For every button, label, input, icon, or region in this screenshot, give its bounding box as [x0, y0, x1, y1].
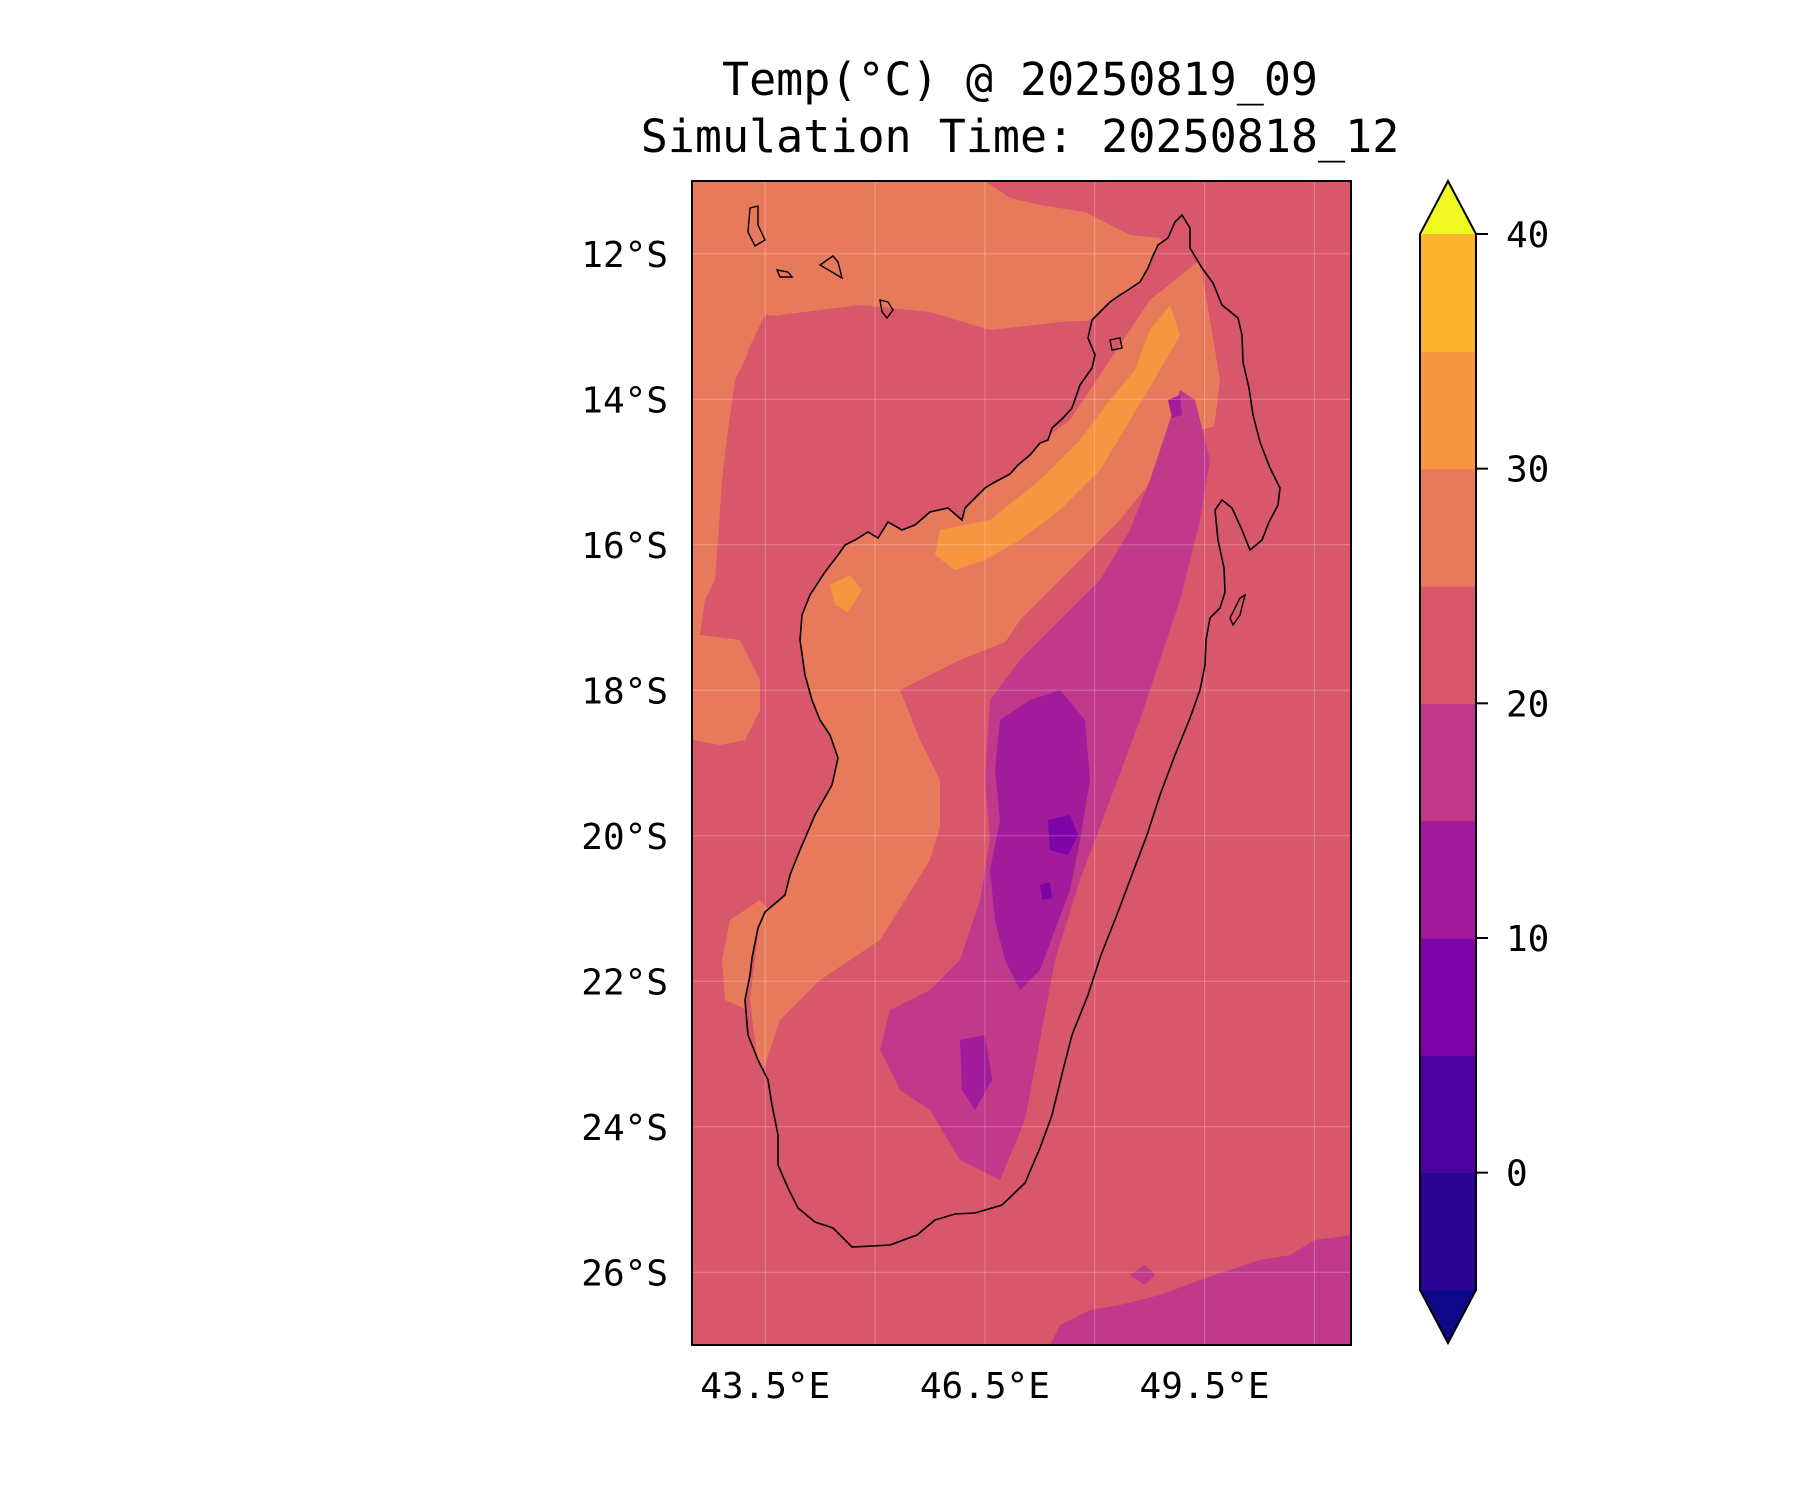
colorbar-tick-label: 30	[1506, 450, 1549, 491]
ocean-warm-band-west	[692, 181, 1178, 745]
colorbar-tick-label: 20	[1506, 684, 1549, 725]
map-panel[interactable]	[692, 181, 1351, 1345]
title-line-1: Temp(°C) @ 20250819_09	[722, 53, 1318, 106]
comoros-moheli	[775, 269, 794, 278]
lat-tick-label: 24°S	[581, 1108, 668, 1149]
lat-tick-label: 22°S	[581, 962, 668, 1003]
ocean-cool-se-2	[1130, 1265, 1155, 1285]
land-10-15-n	[1168, 395, 1182, 418]
colorbar-band-2	[1420, 938, 1476, 1056]
map-gridlines	[692, 181, 1351, 1345]
colorbar-band-3	[1420, 820, 1476, 939]
land-30-35-west	[830, 575, 862, 612]
title-line-2: Simulation Time: 20250818_12	[641, 110, 1400, 163]
ocean-cool-se	[1050, 1235, 1351, 1345]
colorbar-tick-label: 0	[1506, 1154, 1528, 1195]
lat-tick-label: 12°S	[581, 235, 668, 276]
ocean-cool-pocket-1	[725, 315, 960, 640]
colorbar-band-1	[1420, 1055, 1476, 1174]
nosy-be	[1109, 337, 1123, 351]
lon-tick-label: 46.5°E	[920, 1366, 1050, 1407]
lat-tick-label: 26°S	[581, 1253, 668, 1294]
colorbar-band-0	[1420, 1172, 1476, 1291]
colorbar-band-8	[1420, 234, 1476, 352]
colorbar-tick-label: 10	[1506, 919, 1549, 960]
land-30-35	[935, 305, 1180, 570]
longitude-tick-labels: 43.5°E 46.5°E 49.5°E	[700, 1366, 1269, 1407]
colorbar-band-5	[1420, 586, 1476, 704]
colorbar-extend-high	[1420, 181, 1476, 234]
colorbar-extend-low	[1420, 1290, 1476, 1343]
map-frame	[691, 180, 1352, 1346]
lon-tick-label: 49.5°E	[1140, 1366, 1270, 1407]
lon-tick-label: 43.5°E	[700, 1366, 830, 1407]
colorbar-band-6	[1420, 468, 1476, 587]
lat-tick-label: 14°S	[581, 380, 668, 421]
land-5-10-b	[1040, 882, 1052, 900]
colorbar-band-7	[1420, 351, 1476, 470]
colorbar-tick-label: 40	[1506, 215, 1549, 256]
lat-tick-label: 16°S	[581, 526, 668, 567]
comoros-grande-comore	[747, 205, 766, 247]
land-5-10	[1048, 815, 1078, 855]
latitude-tick-labels: 12°S 14°S 16°S 18°S 20°S 22°S 24°S 26°S	[581, 235, 668, 1295]
sainte-marie-island	[1229, 593, 1247, 627]
lat-tick-label: 20°S	[581, 817, 668, 858]
colorbar-band-4	[1420, 703, 1476, 822]
lat-tick-label: 18°S	[581, 671, 668, 712]
madagascar-coastline	[744, 213, 1281, 1248]
land-10-15	[990, 690, 1090, 990]
comoros-anjouan	[818, 255, 844, 280]
colorbar: 0 10 20 30 40	[1419, 178, 1549, 1346]
land-10-15-s	[960, 1035, 992, 1110]
mayotte	[879, 299, 894, 320]
